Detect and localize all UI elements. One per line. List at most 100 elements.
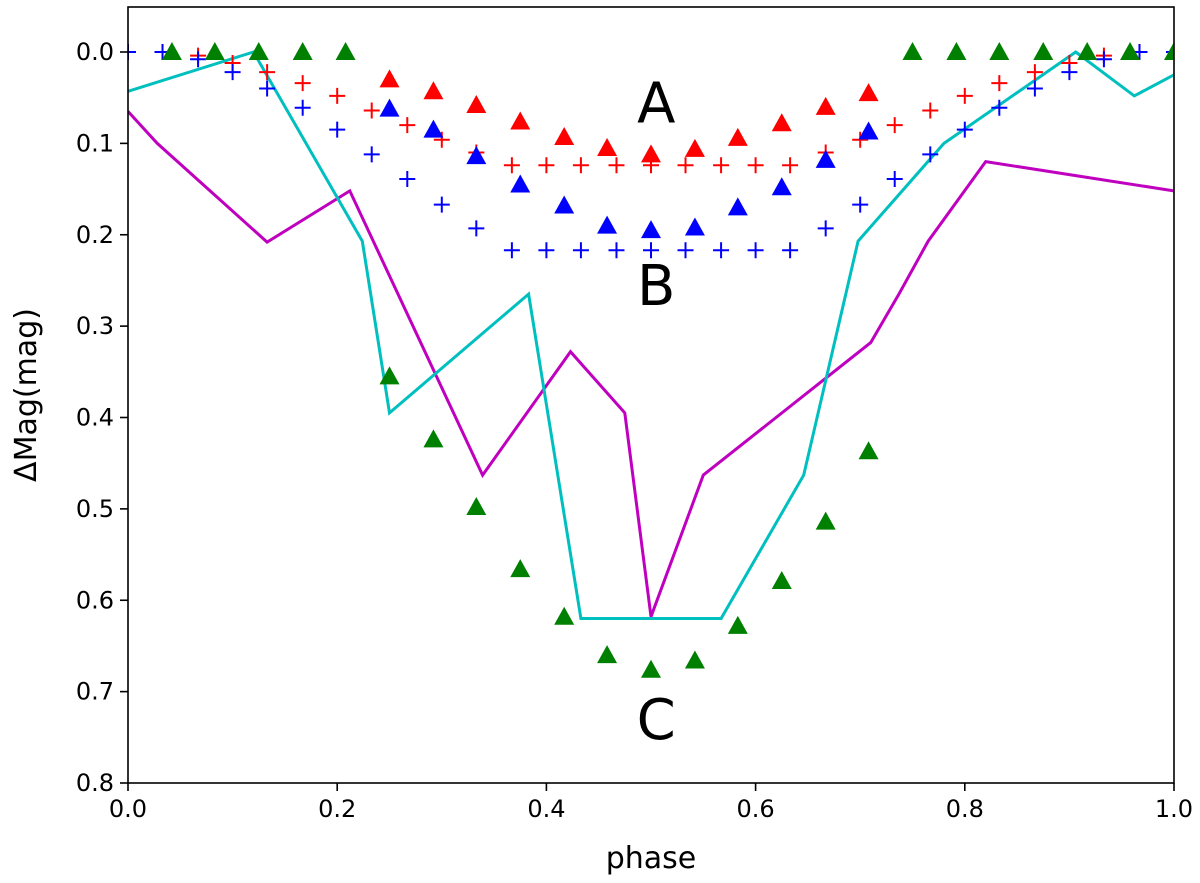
plus-marker [538, 157, 555, 174]
plus-marker [991, 99, 1008, 116]
plus-marker [782, 242, 799, 259]
y-tick-label: 0.4 [76, 404, 114, 432]
plus-marker [572, 157, 589, 174]
triangle-marker [1033, 42, 1054, 60]
triangle-marker [466, 94, 487, 113]
plus-marker [608, 242, 625, 259]
plus-marker [399, 117, 416, 134]
triangle-marker [641, 144, 661, 163]
triangle-marker [248, 42, 269, 60]
plus-marker [608, 157, 625, 174]
triangle-marker [727, 615, 748, 634]
plus-marker [363, 102, 380, 119]
triangle-marker [423, 81, 444, 100]
triangle-marker [727, 127, 748, 146]
triangle-marker [1164, 42, 1174, 60]
plus-marker [677, 242, 694, 259]
x-tick-label: 0.4 [527, 795, 565, 823]
plus-marker [433, 196, 450, 213]
curve-label-b: B [637, 254, 675, 319]
triangle-marker [161, 42, 182, 60]
plus-marker [747, 242, 764, 259]
triangle-marker [554, 126, 575, 145]
plus-marker [294, 99, 311, 116]
plus-marker [399, 171, 416, 188]
curve-label-c: C [637, 688, 676, 753]
plus-marker [713, 157, 730, 174]
triangle-marker [597, 645, 618, 664]
y-tick-label: 0.0 [76, 38, 114, 66]
triangle-marker [292, 42, 313, 60]
triangle-marker [379, 69, 400, 88]
y-tick-label: 0.2 [76, 221, 114, 249]
triangle-marker [510, 559, 531, 578]
plus-marker [538, 242, 555, 259]
triangle-marker [641, 659, 661, 678]
y-axis-label: ΔMag(mag) [9, 308, 44, 482]
plus-marker [817, 220, 834, 237]
data-marks [128, 42, 1174, 678]
plus-marker [503, 157, 520, 174]
triangle-marker [815, 149, 836, 168]
triangle-marker [771, 571, 792, 590]
plus-marker [991, 75, 1008, 92]
triangle-marker [466, 497, 487, 516]
plus-marker [852, 131, 869, 148]
y-tick-label: 0.7 [76, 678, 114, 706]
triangle-marker [684, 217, 705, 236]
plus-marker [713, 242, 730, 259]
triangle-marker [510, 174, 531, 193]
y-tick-label: 0.8 [76, 769, 114, 797]
triangle-marker [771, 177, 792, 196]
triangle-marker [554, 606, 575, 625]
plus-marker [922, 146, 939, 163]
curve-annotations: A B C [637, 71, 676, 753]
plus-marker [468, 220, 485, 237]
plus-marker [956, 121, 973, 138]
plus-marker [886, 171, 903, 188]
triangle-marker [989, 42, 1010, 60]
y-tick-label: 0.5 [76, 495, 114, 523]
triangle-marker [1077, 42, 1098, 60]
y-tick-label: 0.3 [76, 312, 114, 340]
y-tick-label: 0.1 [76, 129, 114, 157]
plus-marker [294, 75, 311, 92]
plus-marker [747, 157, 764, 174]
plus-marker [572, 242, 589, 259]
triangle-marker [902, 42, 923, 60]
plus-marker [886, 117, 903, 134]
triangle-marker [335, 42, 356, 60]
plus-marker [1095, 51, 1112, 68]
plus-marker [224, 64, 241, 81]
plus-marker [259, 80, 276, 97]
triangle-marker [684, 650, 705, 669]
curve-label-a: A [637, 71, 675, 136]
triangle-marker [597, 137, 618, 156]
triangle-marker [858, 83, 879, 102]
x-axis-label: phase [606, 841, 697, 876]
plus-marker [1026, 80, 1043, 97]
triangle-marker [423, 429, 444, 448]
plot-frame [127, 6, 1175, 784]
x-tick-label: 0.2 [318, 795, 356, 823]
plus-marker [190, 51, 207, 68]
plus-marker [433, 131, 450, 148]
plus-marker [259, 64, 276, 81]
plus-marker [329, 87, 346, 104]
x-tick-label: 1.0 [1155, 795, 1193, 823]
triangle-marker [641, 220, 661, 239]
triangle-marker [379, 98, 400, 117]
axis-ticks: 0.0 0.2 0.4 0.6 0.8 1.0 0.0 0.1 0.2 0.3 0.4 0.5 0.6 0… [76, 38, 1193, 823]
triangle-marker [466, 146, 487, 165]
plus-marker [128, 44, 136, 60]
triangle-marker [510, 111, 531, 130]
triangle-marker [1120, 42, 1141, 60]
plus-marker [363, 146, 380, 163]
plus-marker [329, 121, 346, 138]
plus-marker [1026, 64, 1043, 81]
triangle-marker [554, 195, 575, 214]
x-tick-label: 0.0 [109, 795, 147, 823]
plus-marker [677, 157, 694, 174]
